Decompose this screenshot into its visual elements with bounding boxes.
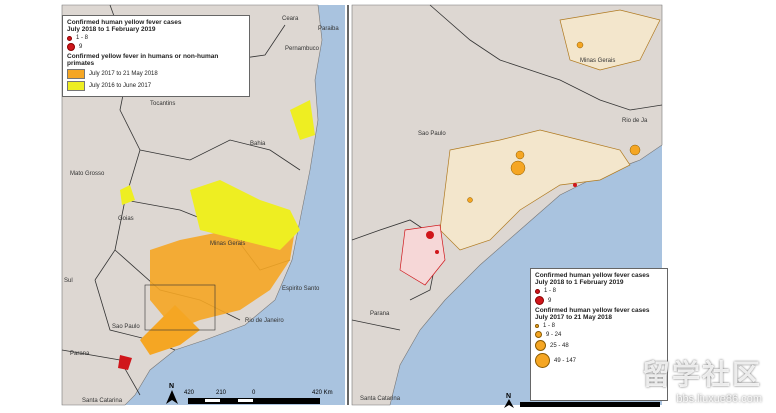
legend-item: July 2017 to 21 May 2018 [89, 71, 158, 77]
legend-item: 9 - 24 [546, 331, 562, 338]
place-minas-gerais: Minas Gerais [210, 241, 245, 247]
legend-item: July 2016 to June 2017 [89, 83, 152, 89]
left-land [61, 4, 323, 406]
legend-item: 1 - 8 [76, 35, 89, 41]
legend-item: 25 - 48 [550, 342, 569, 349]
human-cases-2018 [118, 355, 132, 370]
watermark: 留学社区 bbs.liuxue86.com [642, 353, 762, 405]
area-2016-2017-bahia [290, 100, 315, 140]
right-north-label: N [506, 393, 511, 400]
north-arrow-icon [166, 390, 178, 404]
north-label: N [169, 383, 174, 390]
place-espirito-santo: Espirito Santo [282, 286, 320, 292]
large-red-dot-icon [67, 43, 75, 51]
watermark-text: 留学社区 [641, 359, 762, 390]
place-rio: Rio de Janeiro [245, 318, 284, 324]
place-santa-catarina: Santa Catarina [82, 398, 123, 404]
legend-item: 1 - 8 [543, 323, 556, 329]
scale-bar: N 420 210 0 420 Km [166, 383, 333, 404]
right-north-arrow-icon [504, 399, 514, 408]
right-map: Minas Gerais Sao Paulo Rio de Ja Parana … [351, 4, 663, 408]
legend-period: July 2017 to 21 May 2018 [535, 314, 612, 321]
area-2017-2018 [150, 220, 295, 330]
place-paraiba: Paraiba [318, 26, 339, 32]
orange-swatch [67, 69, 85, 79]
legend-item: 49 - 147 [554, 357, 577, 364]
orange-dot-icon [535, 324, 539, 328]
legend-period: July 2018 to 1 February 2019 [535, 279, 624, 286]
place-pernambuco: Pernambuco [285, 46, 320, 52]
place-goias: Goias [118, 216, 134, 222]
legend-period: July 2018 to 1 February 2019 [67, 26, 156, 33]
small-red-dot-icon [535, 288, 540, 294]
right-place-parana: Parana [370, 311, 390, 317]
place-sao-paulo: Sao Paulo [112, 324, 140, 330]
orange-dot-icon [535, 353, 550, 368]
right-place-santa-catarina: Santa Catarina [360, 396, 401, 402]
large-red-dot-icon [535, 296, 544, 305]
inset-box [144, 284, 216, 331]
watermark-url: bbs.liuxue86.com [676, 393, 762, 405]
place-sul: Sul [64, 278, 73, 284]
scale-tick: 420 Km [312, 390, 333, 396]
right-case-circles [426, 41, 641, 254]
place-mato-grosso: Mato Grosso [70, 171, 105, 177]
small-red-dot-icon [67, 35, 72, 41]
right-place-minas-gerais: Minas Gerais [580, 58, 615, 64]
scale-tick: 420 [184, 390, 195, 396]
right-scale-bar [520, 402, 660, 407]
right-legend: Confirmed human yellow fever cases July … [530, 268, 668, 401]
right-affected-municipalities [439, 9, 661, 251]
place-bahia: Bahia [250, 141, 266, 147]
area-2016-2017 [190, 180, 300, 250]
scale-tick: 210 [216, 390, 227, 396]
legend-title: Confirmed yellow fever in humans or non-… [67, 53, 219, 67]
legend-title: Confirmed human yellow fever cases [67, 19, 182, 26]
legend-item: 1 - 8 [544, 288, 557, 294]
orange-dot-icon [535, 331, 542, 338]
legend-item: 9 [548, 297, 552, 304]
legend-item: 9 [79, 44, 83, 50]
place-parana: Parana [70, 351, 90, 357]
legend-title: Confirmed human yellow fever cases [535, 307, 650, 314]
left-legend: Confirmed human yellow fever cases July … [62, 15, 250, 97]
place-ceara: Ceara [282, 16, 299, 22]
scale-tick: 0 [252, 390, 256, 396]
right-human-cases-area [399, 224, 446, 286]
yellow-fever-areas [118, 100, 315, 370]
legend-title: Confirmed human yellow fever cases [535, 272, 650, 279]
orange-dot-icon [535, 340, 546, 351]
area-goias [120, 185, 135, 205]
right-place-rio: Rio de Ja [622, 118, 648, 124]
yellow-swatch [67, 81, 85, 91]
right-place-sao-paulo: Sao Paulo [418, 131, 446, 137]
place-tocantins: Tocantins [150, 101, 175, 107]
